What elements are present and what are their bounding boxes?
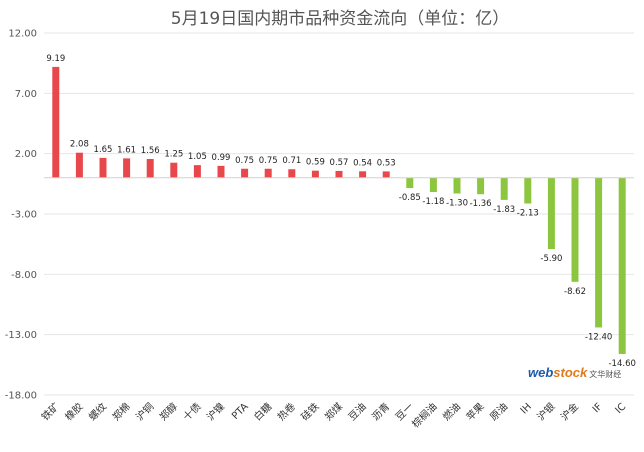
x-tick-label: PTA	[230, 401, 251, 422]
data-label: -2.13	[517, 209, 539, 219]
bar-1	[52, 66, 60, 178]
x-tick-label: 沪银	[534, 400, 557, 423]
data-label: -8.62	[564, 287, 586, 297]
bar-5	[146, 158, 154, 178]
bar-24	[595, 177, 603, 328]
x-tick-label: IH	[519, 401, 534, 416]
y-tick-label: 7.00	[15, 89, 37, 100]
data-label: 2.08	[70, 140, 89, 150]
x-tick-label: 十债	[180, 400, 203, 423]
y-axis: 12.00 7.00 2.00 -3.00 -8.00 -13.00 -18.00	[5, 29, 37, 402]
bar-6	[170, 162, 178, 178]
x-tick-label: 豆油	[345, 400, 368, 423]
data-label: -1.83	[493, 205, 515, 215]
bars	[52, 66, 626, 354]
bar-13	[335, 170, 343, 178]
bar-15	[382, 171, 390, 178]
y-tick-label: -13.00	[5, 330, 37, 341]
webstock-logo: webstock 文华财经	[528, 365, 622, 380]
data-label: 0.54	[353, 158, 372, 168]
bar-3	[99, 157, 107, 178]
x-tick-label: 沥青	[369, 400, 392, 423]
data-label: -1.36	[470, 199, 492, 209]
bar-4	[123, 158, 131, 178]
y-tick-label: -8.00	[11, 270, 37, 281]
x-tick-label: 沪铜	[133, 400, 156, 423]
data-labels: 9.19 2.08 1.65 1.61 1.56 1.25 1.05 0.99 0.75 0.75…	[46, 54, 636, 369]
data-label: 1.56	[141, 146, 160, 156]
bar-23	[571, 177, 579, 282]
data-label: 0.53	[377, 158, 396, 168]
y-tick-label: -3.00	[11, 210, 37, 221]
x-tick-label: IF	[591, 401, 605, 415]
y-tick-label: -18.00	[5, 391, 37, 402]
bar-21	[524, 177, 532, 204]
bar-11	[288, 169, 296, 178]
y-tick-label: 12.00	[8, 29, 37, 40]
bar-22	[547, 177, 555, 249]
x-tick-label: 原油	[487, 400, 510, 423]
bar-17	[429, 177, 437, 193]
data-label: 1.05	[188, 152, 207, 162]
x-tick-label: 白糖	[251, 400, 274, 423]
x-tick-label: 螺纹	[86, 400, 109, 423]
data-label: 0.59	[306, 158, 325, 168]
x-tick-label: 郑煤	[322, 400, 345, 423]
data-label: -0.85	[399, 193, 421, 203]
x-tick-label: 硅铁	[298, 400, 321, 423]
bar-16	[406, 177, 414, 189]
data-label: 0.99	[212, 153, 231, 163]
data-label: 1.25	[164, 150, 183, 160]
x-tick-label: 郑棉	[109, 400, 132, 423]
bar-18	[453, 177, 461, 194]
x-tick-label: IC	[614, 401, 629, 416]
x-tick-label: 沪镍	[204, 400, 227, 423]
x-tick-label: 铁矿	[39, 400, 62, 423]
data-label: 0.75	[235, 156, 254, 166]
bar-19	[477, 177, 485, 195]
bar-8	[217, 165, 225, 178]
x-tick-label: 燃油	[440, 400, 463, 423]
x-tick-label: 热卷	[275, 400, 298, 423]
data-label: -14.60	[608, 359, 635, 369]
bar-20	[500, 177, 508, 200]
x-tick-label: 苹果	[463, 400, 486, 423]
bar-25	[618, 177, 626, 354]
bar-14	[359, 171, 367, 178]
x-tick-label: 橡胶	[62, 400, 85, 423]
x-tick-label: 棕榈油	[409, 400, 439, 430]
bar-12	[311, 170, 319, 178]
data-label: 0.71	[282, 156, 301, 166]
y-tick-label: 2.00	[15, 149, 37, 160]
chart-title: 5月19日国内期市品种资金流向（单位：亿）	[171, 9, 509, 29]
bar-10	[264, 168, 272, 178]
bar-2	[75, 152, 83, 178]
data-label: 0.57	[330, 158, 349, 168]
data-label: 1.61	[117, 145, 136, 155]
grid	[44, 32, 634, 396]
bar-7	[193, 165, 201, 178]
x-tick-label: 郑醇	[157, 400, 180, 423]
x-tick-label: 沪金	[558, 400, 581, 423]
data-label: -1.30	[446, 198, 468, 208]
data-label: -12.40	[585, 332, 612, 342]
data-label: 0.75	[259, 156, 278, 166]
bar-9	[241, 168, 249, 178]
data-label: 1.65	[94, 145, 113, 155]
data-label: -1.18	[422, 197, 444, 207]
data-label: -5.90	[540, 254, 562, 264]
data-label: 9.19	[46, 54, 65, 64]
